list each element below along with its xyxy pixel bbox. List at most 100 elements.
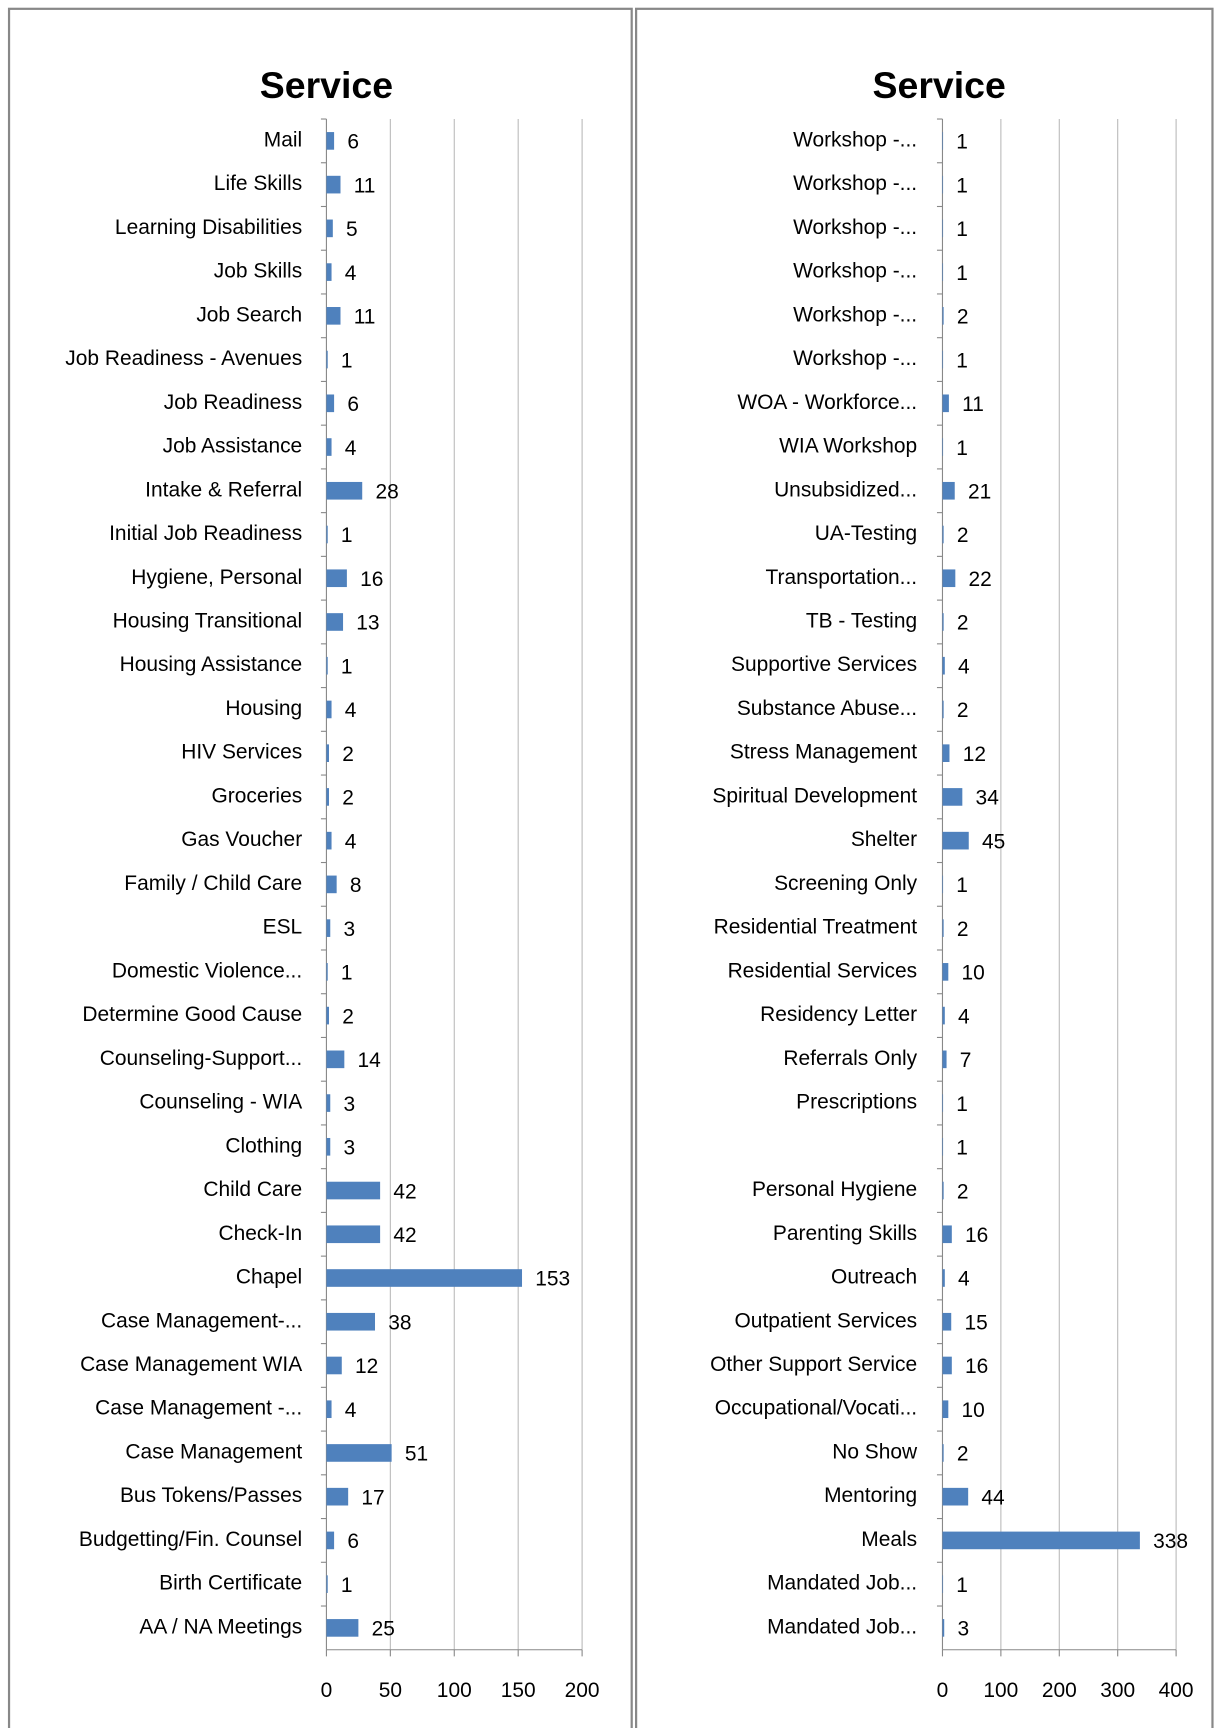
data-label: 1: [956, 131, 968, 154]
bar: [326, 788, 329, 806]
y-tick-label: Substance Abuse...: [737, 697, 917, 720]
y-tick-label: Counseling-Support...: [100, 1047, 302, 1070]
y-tick-label: Job Assistance: [163, 435, 303, 458]
data-label: 2: [957, 699, 969, 722]
bar: [326, 1487, 349, 1506]
data-label: 22: [969, 568, 992, 591]
bar: [942, 569, 956, 588]
x-tick-label: 100: [437, 1679, 472, 1702]
data-label: 21: [968, 481, 991, 504]
y-tick-label: Case Management-...: [101, 1309, 302, 1332]
data-label: 11: [354, 174, 376, 197]
bar: [326, 438, 332, 456]
y-tick-label: Personal Hygiene: [752, 1178, 917, 1201]
data-label: 4: [345, 1399, 357, 1422]
data-label: 42: [393, 1180, 416, 1203]
data-label: 4: [958, 1005, 970, 1028]
data-label: 1: [341, 349, 353, 372]
data-label: 1: [956, 174, 968, 197]
y-tick-label: TB - Testing: [806, 610, 917, 633]
y-tick-label: Referrals Only: [783, 1047, 917, 1070]
bar: [942, 1094, 944, 1112]
data-label: 4: [345, 830, 357, 853]
bar: [942, 613, 944, 631]
data-label: 3: [343, 1093, 355, 1116]
bar: [326, 263, 332, 281]
bar: [942, 700, 944, 719]
x-tick-label: 0: [321, 1679, 333, 1702]
bar: [326, 1444, 392, 1462]
data-label: 2: [342, 743, 354, 766]
data-label: 1: [956, 437, 968, 460]
data-label: 2: [957, 524, 969, 547]
bar: [326, 1269, 523, 1287]
chart-title: Service: [260, 64, 393, 106]
x-tick-label: 400: [1159, 1679, 1194, 1702]
data-label: 10: [962, 962, 985, 985]
y-tick-label: Mandated Job...: [767, 1572, 917, 1595]
y-tick-label: Counseling - WIA: [139, 1091, 302, 1114]
data-label: 51: [405, 1443, 428, 1466]
data-label: 16: [360, 568, 383, 591]
bar: [326, 175, 341, 194]
bar: [326, 394, 335, 413]
data-label: 1: [956, 1574, 968, 1597]
y-tick-label: Chapel: [236, 1266, 302, 1289]
bar: [326, 350, 328, 369]
data-label: 1: [956, 1093, 968, 1116]
data-label: 11: [354, 306, 376, 329]
y-tick-label: Child Care: [203, 1178, 302, 1201]
bar: [326, 1225, 381, 1244]
x-tick-label: 150: [501, 1679, 536, 1702]
y-tick-label: Mentoring: [824, 1484, 917, 1507]
bar: [942, 1050, 947, 1069]
y-tick-label: Hygiene, Personal: [131, 566, 302, 589]
bar: [942, 744, 950, 762]
data-label: 7: [960, 1049, 972, 1072]
bar: [942, 263, 944, 281]
data-label: 6: [347, 393, 359, 416]
data-label: 28: [375, 481, 398, 504]
data-label: 6: [347, 1530, 359, 1553]
panel-border: [7, 7, 633, 1728]
y-tick-label: Determine Good Cause: [82, 1003, 302, 1026]
bar: [942, 307, 944, 325]
data-label: 1: [956, 349, 968, 372]
y-tick-label: Bus Tokens/Passes: [120, 1484, 302, 1507]
data-label: 17: [361, 1486, 384, 1509]
y-tick-label: Workshop -...: [793, 216, 917, 239]
data-label: 4: [345, 437, 357, 460]
bar: [326, 1312, 376, 1331]
data-label: 4: [958, 1268, 970, 1291]
bar: [326, 307, 341, 325]
data-label: 1: [341, 655, 353, 678]
data-label: 42: [393, 1224, 416, 1247]
data-label: 3: [343, 918, 355, 941]
y-tick-label: Supportive Services: [731, 653, 917, 676]
bar: [942, 1269, 945, 1287]
y-tick-label: Housing Assistance: [120, 653, 303, 676]
data-label: 3: [343, 1137, 355, 1160]
y-tick-label: Workshop -...: [793, 128, 917, 151]
data-label: 1: [956, 218, 968, 241]
data-label: 44: [981, 1486, 1005, 1509]
bar: [326, 1619, 359, 1637]
bar: [942, 788, 963, 806]
data-label: 14: [358, 1049, 382, 1072]
y-tick-label: Housing Transitional: [113, 610, 303, 633]
bar: [326, 656, 328, 675]
data-label: 1: [956, 874, 968, 897]
y-tick-label: Spiritual Development: [712, 784, 917, 807]
bar: [942, 875, 944, 894]
x-tick-label: 200: [565, 1679, 600, 1702]
y-tick-label: Housing: [225, 697, 302, 720]
data-label: 2: [957, 918, 969, 941]
bar: [942, 394, 949, 413]
bar: [326, 613, 344, 631]
y-tick-label: Birth Certificate: [159, 1572, 302, 1595]
y-tick-label: Intake & Referral: [145, 478, 302, 501]
x-tick-label: 0: [937, 1679, 949, 1702]
y-tick-label: Occupational/Vocati...: [715, 1397, 917, 1420]
data-label: 1: [341, 962, 353, 985]
data-label: 4: [345, 262, 357, 285]
